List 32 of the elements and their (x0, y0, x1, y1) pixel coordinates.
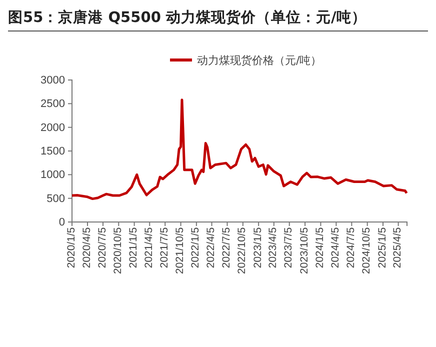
x-tick-label: 2020/1/5 (65, 227, 78, 268)
chart-title: 图55：京唐港 Q5500 动力煤现货价（单位：元/吨） (8, 8, 366, 26)
x-tick-label: 2023/10/5 (298, 227, 310, 274)
x-tick-label: 2021/4/5 (142, 227, 155, 268)
y-tick-label: 3000 (40, 74, 65, 87)
x-tick-label: 2021/1/5 (128, 227, 140, 268)
x-tick-label: 2024/10/5 (360, 227, 373, 274)
y-tick-label: 0 (58, 216, 65, 229)
x-tick-label: 2025/1/5 (376, 227, 388, 268)
x-tick-label: 2021/7/5 (158, 227, 170, 268)
x-tick-label: 2024/4/5 (329, 227, 342, 268)
x-tick-label: 2023/1/5 (252, 227, 264, 268)
x-tick-label: 2022/7/5 (220, 227, 233, 268)
x-tick-label: 2020/7/5 (96, 227, 108, 268)
x-tick-label: 2024/1/5 (314, 227, 326, 268)
x-tick-label: 2022/10/5 (236, 227, 248, 274)
x-tick-label: 2024/7/5 (344, 227, 357, 268)
x-tick-label: 2022/1/5 (190, 227, 202, 268)
y-tick-label: 1000 (40, 169, 65, 182)
x-tick-label: 2025/4/5 (392, 227, 404, 268)
x-tick-label: 2021/10/5 (174, 227, 186, 274)
y-tick-label: 500 (46, 192, 65, 205)
legend-label: 动力煤现货价格（元/吨） (197, 54, 322, 67)
y-tick-label: 1500 (40, 146, 65, 158)
x-tick-label: 2022/4/5 (205, 227, 218, 268)
line-series (70, 98, 408, 200)
y-tick-label: 2000 (40, 122, 65, 134)
x-tick-label: 2023/7/5 (282, 227, 295, 268)
x-tick-label: 2020/4/5 (80, 227, 93, 268)
x-tick-label: 2023/4/5 (267, 227, 280, 268)
y-tick-label: 2500 (40, 98, 65, 110)
x-tick-label: 2020/10/5 (112, 227, 124, 274)
